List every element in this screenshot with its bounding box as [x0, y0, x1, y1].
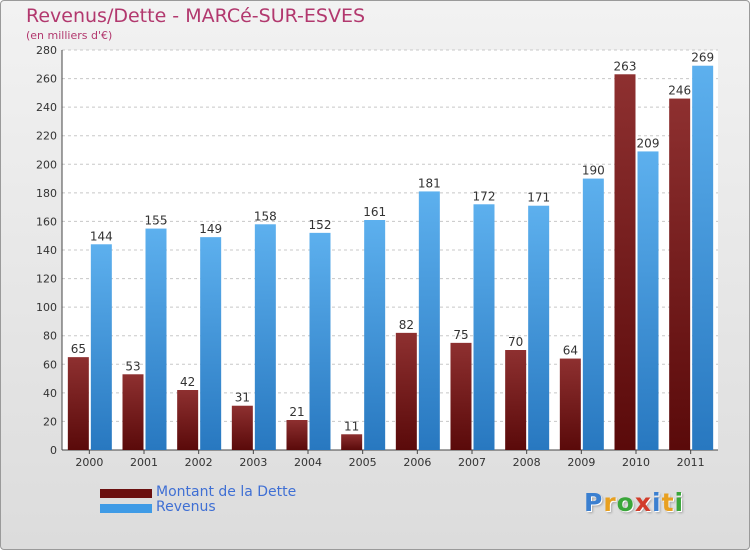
y-tick-label: 220: [36, 130, 57, 143]
bar-revenus: [418, 191, 440, 450]
bar-dette: [341, 434, 363, 450]
data-label-dette: 70: [508, 335, 523, 349]
data-label-revenus: 181: [418, 176, 441, 190]
x-tick-label: 2000: [75, 456, 103, 469]
x-tick-label: 2005: [349, 456, 377, 469]
y-tick-label: 140: [36, 244, 57, 257]
bar-dette: [231, 405, 253, 450]
bar-revenus: [254, 224, 276, 450]
bar-revenus: [528, 205, 550, 450]
data-label-revenus: 172: [473, 189, 496, 203]
y-tick-label: 280: [36, 44, 57, 57]
data-label-dette: 246: [668, 84, 691, 98]
chart-title: Revenus/Dette - MARCé-SUR-ESVES: [26, 5, 366, 27]
y-tick-label: 80: [43, 330, 57, 343]
bar-dette: [177, 390, 199, 450]
bar-dette: [669, 98, 691, 451]
chart-subtitle: (en milliers d'€): [26, 29, 113, 42]
x-tick-label: 2009: [567, 456, 595, 469]
bar-revenus: [90, 244, 112, 450]
y-tick-label: 180: [36, 187, 57, 200]
y-tick-label: 160: [36, 215, 57, 228]
bar-dette: [614, 74, 636, 451]
data-label-dette: 31: [235, 391, 250, 405]
bar-revenus: [692, 65, 714, 450]
x-tick-label: 2010: [622, 456, 650, 469]
bar-dette: [559, 358, 581, 450]
data-label-revenus: 152: [309, 218, 332, 232]
logo-letter: P: [584, 488, 604, 517]
data-label-dette: 11: [344, 419, 359, 433]
data-label-dette: 65: [71, 342, 86, 356]
logo-letter: i: [674, 488, 685, 517]
bar-revenus: [145, 228, 167, 450]
bar-revenus: [582, 178, 604, 451]
bar-revenus: [200, 237, 222, 450]
y-tick-label: 60: [43, 358, 57, 371]
bar-dette: [505, 350, 527, 450]
y-tick-label: 260: [36, 73, 57, 86]
x-tick-label: 2011: [677, 456, 705, 469]
bars: [67, 65, 714, 451]
bar-revenus: [309, 232, 331, 450]
logo-letter: i: [652, 488, 662, 517]
y-tick-label: 100: [36, 301, 57, 314]
legend-swatch-dette: [100, 489, 152, 498]
bar-revenus: [473, 204, 495, 450]
y-tick-label: 240: [36, 101, 57, 114]
data-label-dette: 64: [563, 344, 578, 358]
bar-dette: [286, 420, 308, 450]
x-tick-label: 2004: [294, 456, 322, 469]
data-label-revenus: 155: [145, 214, 168, 228]
bar-dette: [67, 357, 89, 450]
bar-revenus: [637, 151, 659, 450]
bar-revenus: [364, 220, 386, 450]
data-label-revenus: 144: [90, 229, 113, 243]
x-tick-label: 2001: [130, 456, 158, 469]
logo-letter: r: [603, 488, 617, 517]
proxiti-logo: Proxiti: [584, 488, 684, 517]
logo-letter: o: [616, 488, 635, 517]
y-tick-label: 120: [36, 273, 57, 286]
data-label-revenus: 269: [691, 51, 714, 65]
data-label-dette: 263: [614, 59, 637, 73]
logo-letter: t: [661, 488, 675, 517]
bar-dette: [395, 332, 417, 450]
y-tick-label: 200: [36, 158, 57, 171]
data-label-dette: 21: [289, 405, 304, 419]
x-tick-label: 2007: [458, 456, 486, 469]
data-label-dette: 53: [125, 359, 140, 373]
data-label-revenus: 149: [199, 222, 222, 236]
data-label-revenus: 161: [363, 205, 386, 219]
x-tick-label: 2003: [239, 456, 267, 469]
legend-label-revenus: Revenus: [156, 499, 216, 515]
labels: 0 20 40 60 80 100 120 140 160 180 200 220 240 260 280 6…: [36, 44, 714, 469]
legend-swatch-revenus: [100, 504, 152, 513]
y-tick-label: 40: [43, 387, 57, 400]
data-label-revenus: 171: [527, 191, 550, 205]
x-tick-label: 2006: [403, 456, 431, 469]
data-label-dette: 75: [453, 328, 468, 342]
logo-letter: x: [634, 488, 652, 517]
x-tick-label: 2002: [185, 456, 213, 469]
y-tick-label: 0: [50, 444, 57, 457]
x-tick-label: 2008: [513, 456, 541, 469]
data-label-dette: 82: [399, 318, 414, 332]
legend-label-dette: Montant de la Dette: [156, 484, 297, 500]
bar-dette: [450, 342, 472, 450]
data-label-revenus: 158: [254, 209, 277, 223]
bar-dette: [122, 374, 144, 450]
grid: [61, 49, 718, 454]
y-tick-label: 20: [43, 415, 57, 428]
data-label-revenus: 209: [637, 136, 660, 150]
data-label-dette: 42: [180, 375, 195, 389]
data-label-revenus: 190: [582, 164, 605, 178]
